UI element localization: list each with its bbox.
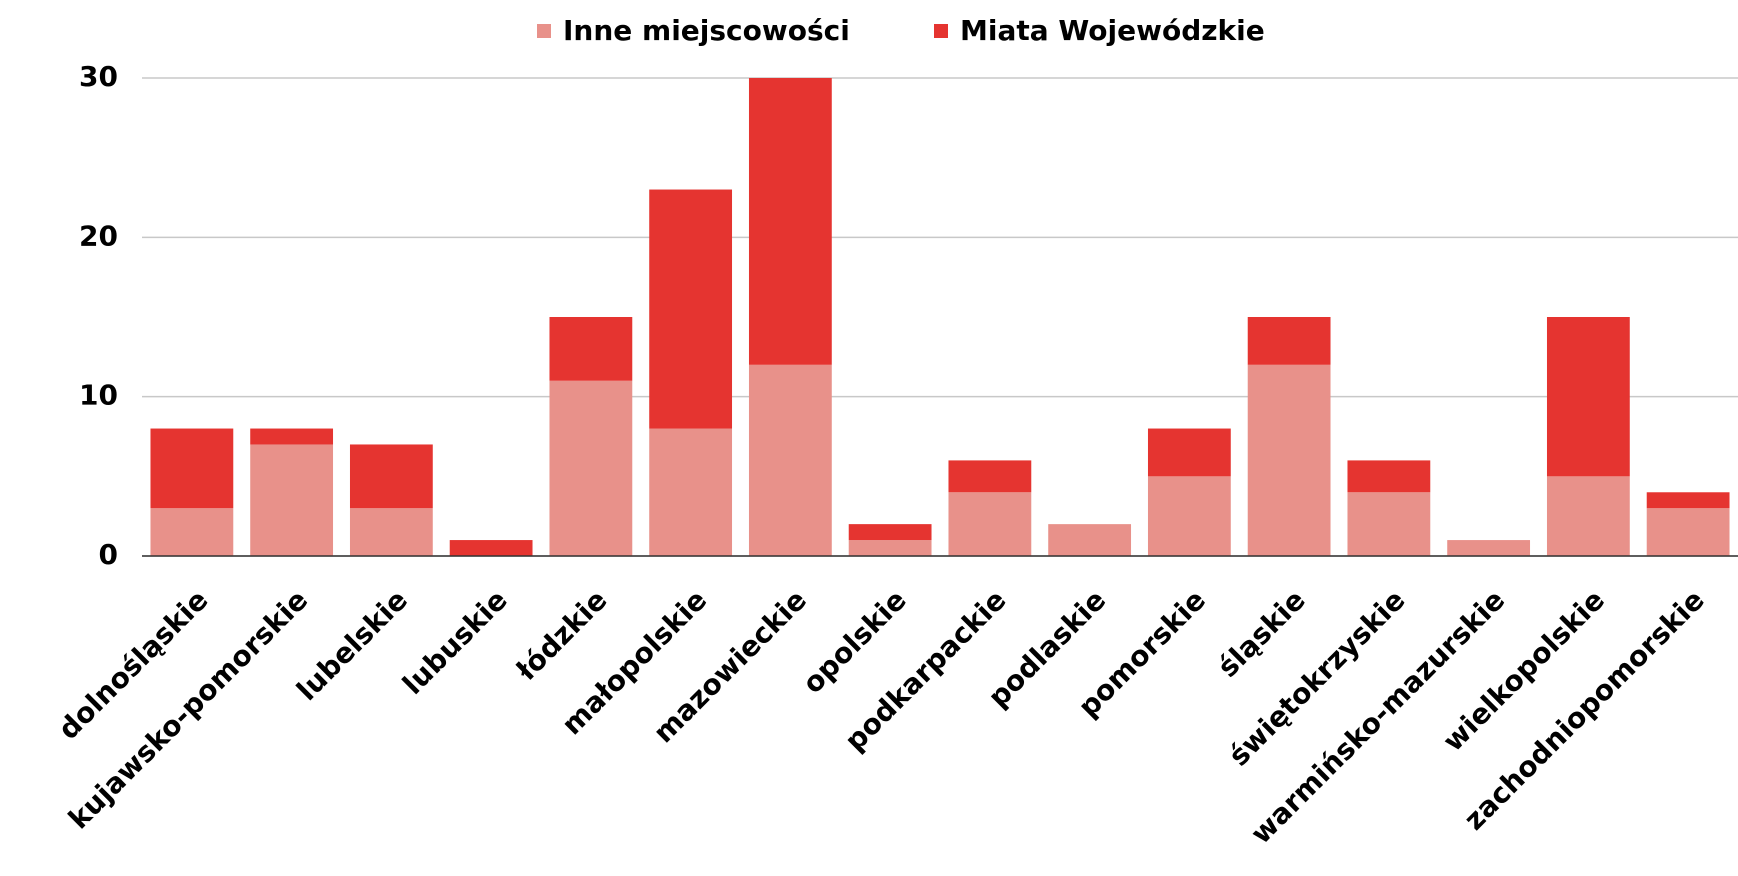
bar-segment [1546, 317, 1630, 477]
bar-segment [150, 428, 234, 509]
bar-segment [1247, 364, 1331, 556]
bar-segment [1546, 476, 1630, 556]
legend-marker [934, 24, 948, 38]
y-tick-label: 30 [79, 60, 118, 93]
y-tick-label: 0 [99, 538, 118, 571]
bar-segment [1147, 476, 1231, 556]
bar-segment [1247, 317, 1331, 365]
bar-segment [948, 460, 1032, 493]
bar-segment [748, 78, 832, 365]
bar-segment [1147, 428, 1231, 477]
legend-marker [537, 24, 551, 38]
bar-segment [1646, 492, 1730, 509]
bar-segment [549, 317, 633, 381]
bar-segment [1646, 508, 1730, 556]
bar-segment [549, 380, 633, 556]
bar-segment [848, 540, 932, 556]
bar-segment [250, 428, 334, 445]
x-tick-label: świętokrzyskie [1222, 583, 1411, 772]
y-tick-label: 10 [79, 379, 118, 412]
x-tick-label: lubuskie [396, 583, 514, 701]
bar-segment [1347, 460, 1431, 493]
legend-label: Inne miejscowości [563, 14, 850, 47]
bar-segment [649, 189, 733, 429]
bar-segment [150, 508, 234, 556]
bar-segment [848, 524, 932, 541]
bar-segment [948, 492, 1032, 556]
bar-segment [748, 364, 832, 556]
bar-segment [349, 444, 433, 509]
bar-segment [449, 540, 533, 556]
x-tick-label: śląskie [1211, 583, 1311, 683]
legend-label: Miata Wojewódzkie [960, 14, 1265, 47]
bar-segment [250, 444, 334, 556]
bar-segment [1347, 492, 1431, 556]
bar-segment [1447, 540, 1531, 556]
x-tick-label: łódzkie [509, 583, 613, 687]
bar-segment [1048, 524, 1132, 556]
bar-segment [649, 428, 733, 556]
bar-segment [349, 508, 433, 556]
y-tick-label: 20 [79, 219, 118, 252]
